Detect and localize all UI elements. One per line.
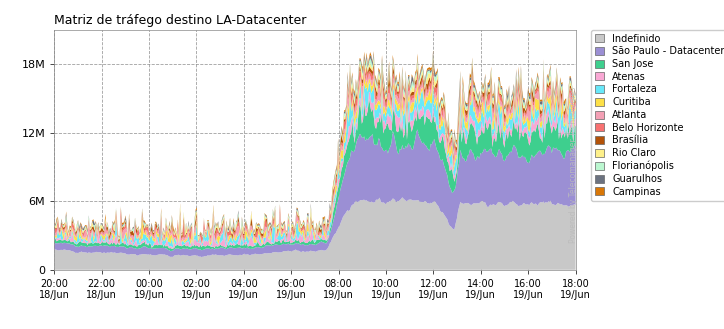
Text: Powered by Telecomanager Technologies: Powered by Telecomanager Technologies [569,87,578,242]
Text: Matriz de tráfego destino LA-Datacenter: Matriz de tráfego destino LA-Datacenter [54,14,307,27]
Legend: Indefinido, São Paulo - Datacenter, San Jose, Atenas, Fortaleza, Curitiba, Atlan: Indefinido, São Paulo - Datacenter, San … [591,30,724,201]
